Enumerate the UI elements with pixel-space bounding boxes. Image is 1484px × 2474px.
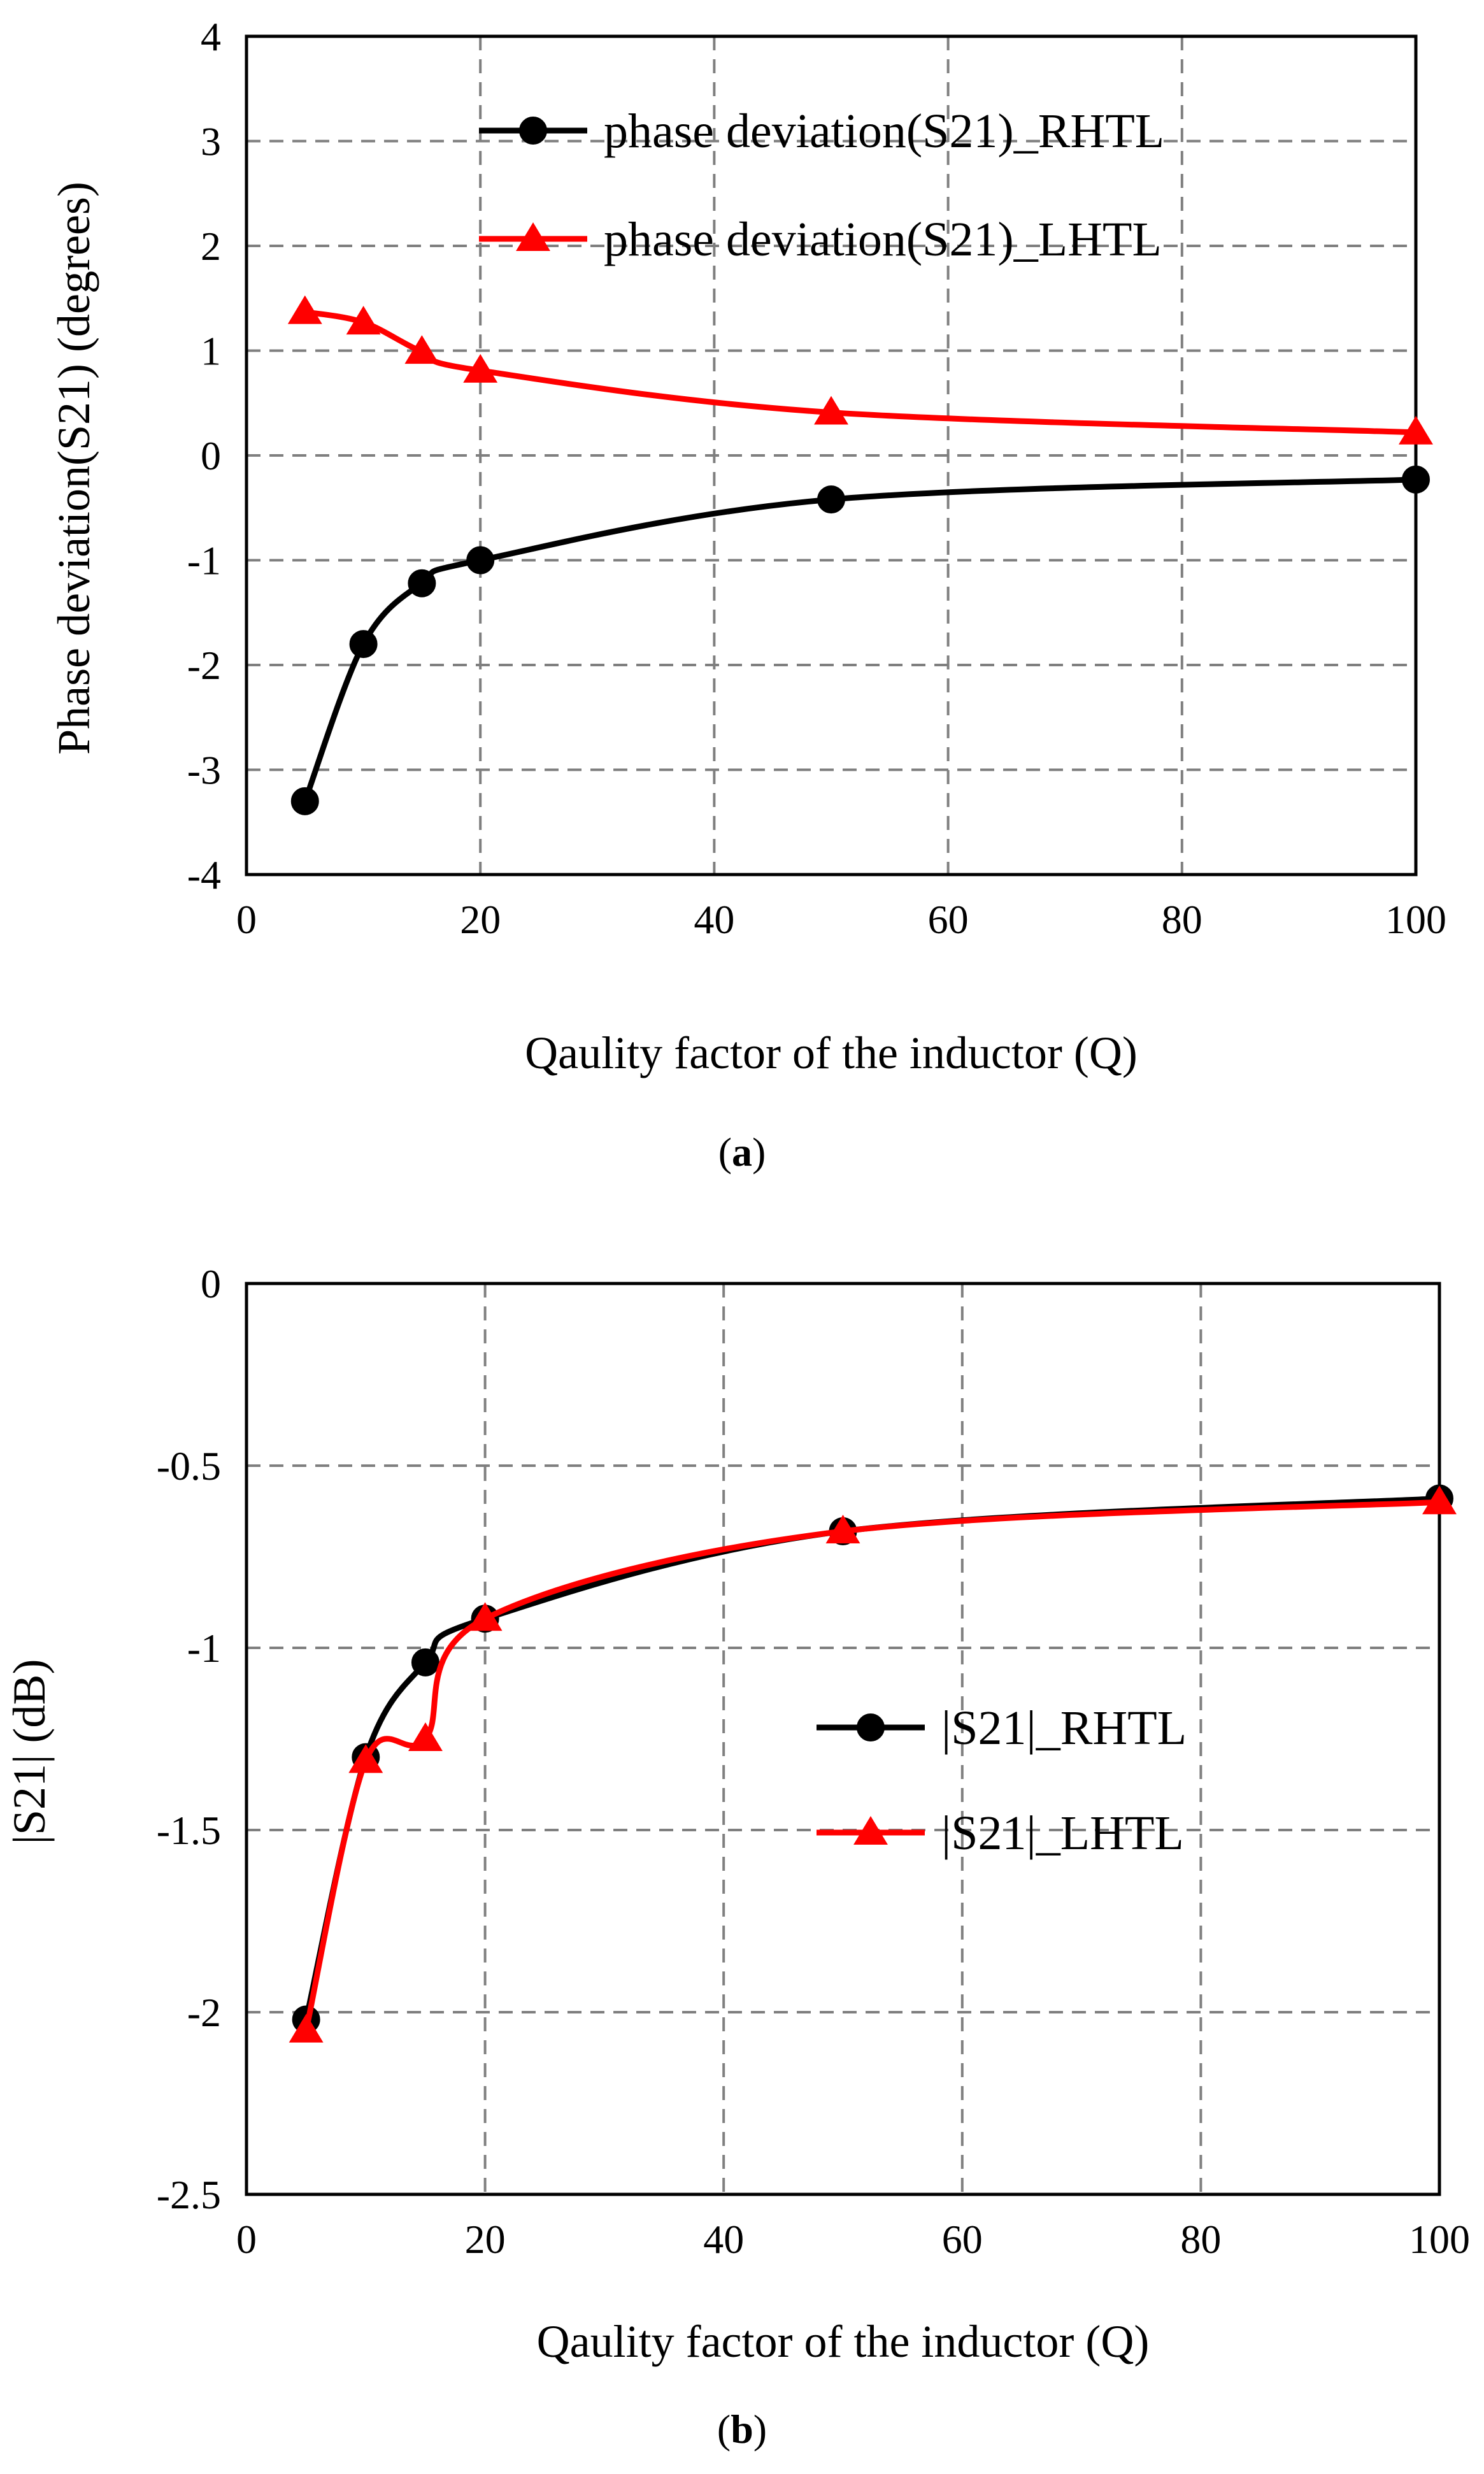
y-tick-label: -2 <box>187 1990 221 2035</box>
data-point <box>1399 415 1433 445</box>
x-tick-label: 40 <box>703 2217 744 2262</box>
series-2 <box>287 295 1433 445</box>
data-point <box>289 2013 324 2043</box>
x-tick-label: 100 <box>1409 2217 1470 2262</box>
x-tick-label: 60 <box>942 2217 983 2262</box>
y-tick-label: 3 <box>201 119 221 164</box>
series-1 <box>292 1484 1453 2034</box>
legend: |S21|_RHTL |S21|_LHTL <box>817 1701 1187 1860</box>
x-tick-label: 20 <box>460 897 501 942</box>
x-tick-label: 80 <box>1162 897 1202 942</box>
y-tick-label: -1 <box>187 538 221 583</box>
series-1 <box>290 465 1430 815</box>
y-tick-label: -1.5 <box>157 1808 221 1853</box>
tick-labels: 0 20 40 60 80 100 -4 -3 -2 -1 0 1 2 3 4 <box>187 14 1446 942</box>
chart-a: 0 20 40 60 80 100 -4 -3 -2 -1 0 1 2 3 4 Qaulity factor … <box>48 14 1446 1175</box>
y-tick-label: -1 <box>187 1626 221 1671</box>
data-point <box>817 485 845 514</box>
series-line <box>302 476 1419 804</box>
legend-label: |S21|_LHTL <box>941 1806 1184 1860</box>
y-tick-label: -4 <box>187 852 221 897</box>
plot-frame <box>245 1282 1441 2196</box>
legend-label: phase deviation(S21)_RHTL <box>604 104 1164 158</box>
data-point <box>1402 465 1430 494</box>
y-tick-label: -3 <box>187 748 221 793</box>
y-tick-label: 1 <box>201 329 221 374</box>
data-point <box>411 1648 439 1677</box>
figure-caption: (b) <box>717 2406 767 2452</box>
legend-marker <box>519 117 547 145</box>
x-tick-label: 100 <box>1385 897 1446 942</box>
y-tick-label: 4 <box>201 14 221 59</box>
x-axis-label: Qaulity factor of the inductor (Q) <box>537 2316 1150 2367</box>
series-line <box>303 1499 1443 2034</box>
legend-marker <box>853 1816 888 1845</box>
data-point <box>348 1744 383 1773</box>
data-point <box>287 295 322 324</box>
x-tick-label: 60 <box>928 897 969 942</box>
y-tick-label: -2.5 <box>157 2172 221 2217</box>
data-point <box>466 546 495 575</box>
data-point <box>408 1722 443 1751</box>
series-line <box>303 1495 1443 2022</box>
x-tick-label: 40 <box>694 897 734 942</box>
y-tick-label: -0.5 <box>157 1443 221 1489</box>
y-axis-label: |S21| (dB) <box>4 1659 55 1845</box>
y-tick-label: 2 <box>201 224 221 269</box>
legend-marker <box>857 1713 885 1741</box>
legend-label: phase deviation(S21)_LHTL <box>604 213 1162 266</box>
y-tick-label: 0 <box>201 1261 221 1306</box>
data-point <box>463 354 498 383</box>
data-point <box>290 787 319 815</box>
y-axis-label: Phase deviation(S21) (degrees) <box>48 182 99 755</box>
x-tick-label: 20 <box>465 2217 506 2262</box>
plot-frame <box>245 34 1418 876</box>
x-tick-label: 0 <box>236 897 257 942</box>
gridlines <box>246 36 1416 875</box>
figure-caption: (a) <box>718 1129 766 1175</box>
data-point <box>346 306 381 335</box>
legend-label: |S21|_RHTL <box>941 1701 1187 1755</box>
data-point <box>814 396 848 425</box>
chart-b: 0 20 40 60 80 100 -2.5 -2 -1.5 -1 -0.5 0 Qaulity fac… <box>4 1261 1470 2452</box>
series-2 <box>289 1485 1457 2043</box>
data-point <box>1422 1485 1457 1515</box>
series-line <box>302 309 1419 436</box>
data-point <box>404 335 439 364</box>
data-point <box>349 630 378 659</box>
x-tick-label: 0 <box>236 2217 257 2262</box>
data-point <box>408 569 436 597</box>
legend-marker <box>516 222 550 251</box>
y-tick-label: 0 <box>201 433 221 478</box>
data-point <box>467 1602 503 1631</box>
x-tick-label: 80 <box>1180 2217 1221 2262</box>
y-tick-label: -2 <box>187 643 221 688</box>
tick-labels: 0 20 40 60 80 100 -2.5 -2 -1.5 -1 -0.5 0 <box>157 1261 1470 2262</box>
x-axis-label: Qaulity factor of the inductor (Q) <box>525 1027 1138 1078</box>
data-point <box>825 1515 860 1543</box>
